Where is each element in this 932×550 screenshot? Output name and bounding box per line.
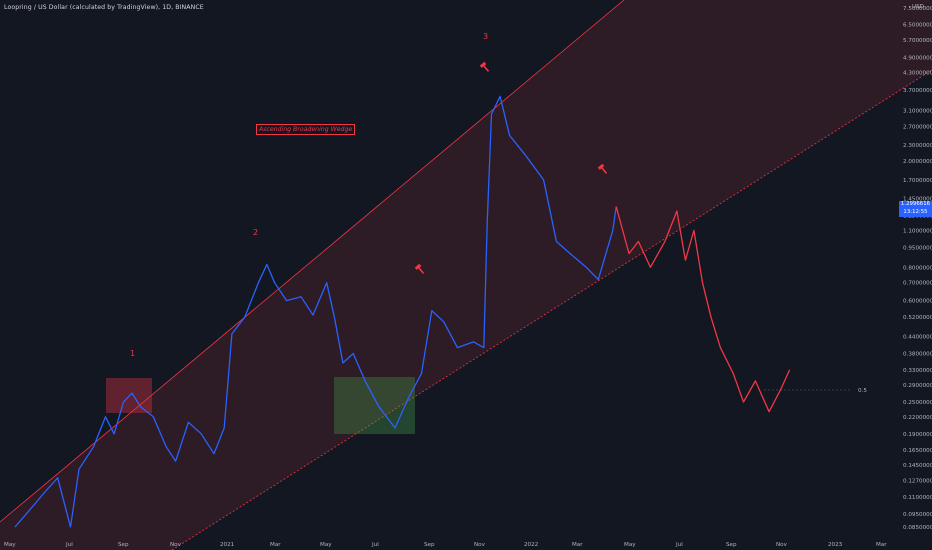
x-tick-label: Sep: [424, 542, 435, 548]
y-tick-label: 7.50000000: [903, 6, 932, 12]
hammer-icon: [597, 163, 608, 174]
series-layer: [14, 95, 791, 528]
y-tick-label: 2.00000000: [903, 159, 932, 165]
price-series-line-1: [14, 95, 617, 528]
x-tick-label: 2021: [220, 542, 235, 548]
x-tick-label: May: [320, 542, 332, 548]
price-series-line-2: [615, 206, 791, 413]
x-tick-label: 2022: [524, 542, 538, 548]
wave-label-1: 1: [130, 349, 135, 358]
currency-label: USD: [912, 4, 924, 10]
hammer-icon: [414, 263, 425, 274]
current-price-tag: 1.2996616 13:12:55: [899, 201, 932, 217]
y-tick-label: 0.08500000: [903, 525, 932, 531]
y-tick-label: 4.30000000: [903, 70, 932, 76]
x-axis: May Jul Sep Nov 2021 Mar May Jul Sep Nov 2022 Mar Ma…: [4, 542, 887, 548]
wedge-lower-line: [171, 69, 932, 550]
wave-label-3: 3: [483, 32, 488, 41]
wave-label-2: 2: [253, 228, 258, 237]
x-tick-label: Nov: [170, 542, 182, 548]
x-tick-label: Jul: [675, 542, 683, 548]
current-price: 1.2996616: [900, 201, 931, 207]
x-tick-label: Mar: [270, 542, 281, 548]
bar-countdown: 13:12:55: [903, 208, 928, 215]
x-tick-label: Sep: [118, 542, 129, 548]
y-tick-label: 2.30000000: [903, 143, 932, 149]
x-tick-label: May: [624, 542, 636, 548]
hammer-icon: [479, 61, 490, 72]
chart-title: Loopring / US Dollar (calculated by Trad…: [4, 4, 204, 11]
wedge-upper-line: [0, 0, 625, 523]
x-tick-label: Sep: [726, 542, 737, 548]
x-tick-label: Nov: [474, 542, 486, 548]
pattern-label[interactable]: Ascending Broadening Wedge: [256, 124, 356, 135]
x-tick-label: May: [4, 542, 16, 548]
x-tick-label: Mar: [876, 542, 887, 548]
y-tick-label: 4.90000000: [903, 55, 932, 61]
x-tick-label: 2023: [828, 542, 843, 548]
y-tick-label: 6.50000000: [903, 23, 932, 29]
zone-box-green: [334, 377, 415, 434]
y-tick-label: 1.45000000: [903, 196, 932, 202]
x-tick-label: Jul: [65, 542, 73, 548]
level-label: 0.5: [858, 388, 867, 394]
x-tick-label: Mar: [572, 542, 583, 548]
x-tick-label: Nov: [776, 542, 788, 548]
x-tick-label: Jul: [371, 542, 379, 548]
